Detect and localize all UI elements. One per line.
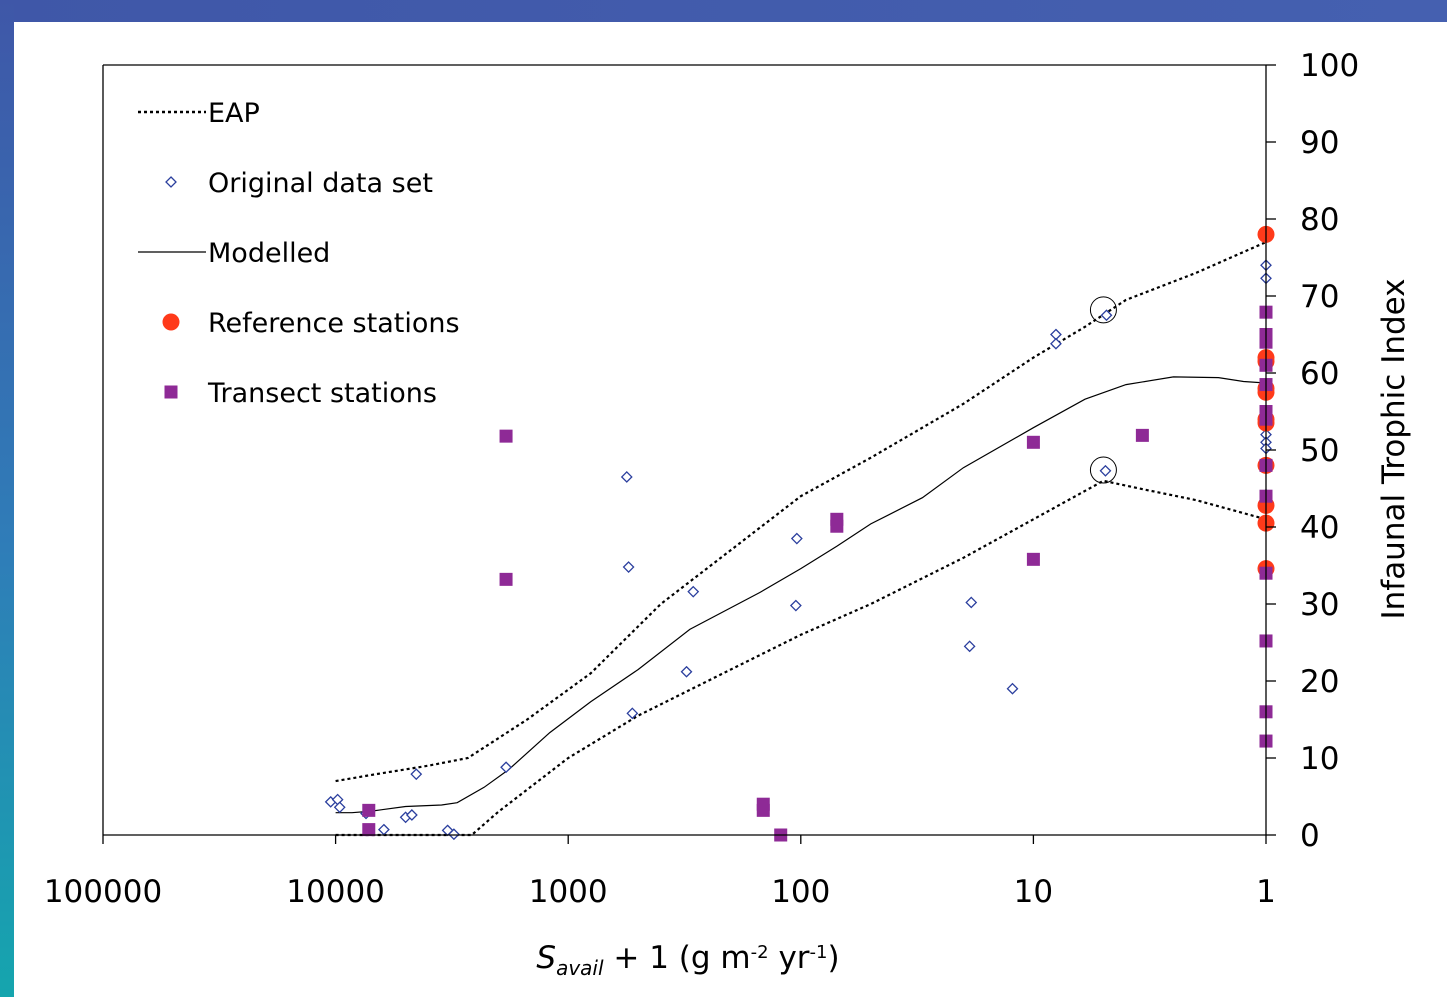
original-data-point <box>1100 309 1113 322</box>
original-data-point <box>680 665 693 678</box>
highlight-circle <box>1089 456 1117 484</box>
original-data-point <box>622 561 635 573</box>
x-axis-title-part: avail <box>556 956 604 980</box>
transect-station-point <box>362 803 376 817</box>
eap-line <box>335 241 1267 783</box>
original-data-point <box>405 809 418 821</box>
original-data-point <box>1099 464 1112 477</box>
legend: EAP Original data set Modelled Reference st… <box>138 98 460 409</box>
legend-diamond-swatch <box>165 176 177 188</box>
x-tick-label: 10000 <box>286 874 385 910</box>
original-data-point <box>687 585 700 598</box>
legend-square-swatch <box>164 385 178 399</box>
transect-station-point <box>1135 428 1149 442</box>
x-tick-label: 100000 <box>44 874 162 910</box>
y-tick-label: 20 <box>1300 664 1339 700</box>
x-tick-label: 1 <box>1256 874 1276 910</box>
transect-station-point <box>1026 435 1040 449</box>
transect-station-point <box>830 519 844 533</box>
original-data-point <box>620 471 633 483</box>
original-data-point <box>626 707 639 720</box>
y-tick-label: 80 <box>1300 202 1339 238</box>
eap-line <box>335 479 1267 837</box>
original-data-point <box>1050 337 1062 350</box>
y-tick-label: 90 <box>1300 125 1339 161</box>
legend-label: Modelled <box>208 238 330 269</box>
legend-label: Reference stations <box>208 308 460 339</box>
modelled-line <box>335 376 1267 814</box>
x-axis-title: Savail + 1 (g m-2 yr-1) <box>536 940 839 980</box>
x-axis-title-part: + 1 (g m <box>604 940 751 976</box>
original-data-point <box>790 532 803 545</box>
original-data-point <box>333 801 346 814</box>
legend-label: Original data set <box>208 168 433 199</box>
x-axis-title-part: S <box>536 940 556 976</box>
legend-circle-swatch <box>162 313 180 331</box>
original-data-point <box>1006 682 1019 695</box>
y-tick-label: 30 <box>1300 587 1339 623</box>
y-tick-label: 40 <box>1300 510 1339 546</box>
legend-label: Transect stations <box>207 378 437 409</box>
y-tick-label: 10 <box>1300 741 1339 777</box>
x-axis-title-part: ) <box>828 940 840 976</box>
x-axis-title-part: -2 <box>751 942 769 963</box>
transect-station-point <box>362 823 376 837</box>
original-data-point <box>410 768 423 781</box>
transect-station-point <box>1026 552 1040 566</box>
original-data-point <box>447 828 460 841</box>
x-axis-title-part: yr <box>769 940 810 976</box>
y-tick-label: 100 <box>1300 48 1359 84</box>
x-axis-title-part: -1 <box>810 942 828 963</box>
highlight-circle <box>1089 296 1117 324</box>
x-tick-label: 100 <box>771 874 830 910</box>
original-data-point <box>965 596 978 609</box>
transect-station-point <box>499 572 513 586</box>
slide-frame-left <box>0 0 14 997</box>
y-tick-label: 50 <box>1300 433 1339 469</box>
transect-station-point <box>499 429 513 443</box>
axes: 100000 10000 1000 100 10 10 10 20 30 40 50 60 70 80 90… <box>44 48 1359 910</box>
original-data-point <box>789 599 802 612</box>
y-tick-label: 60 <box>1300 356 1339 392</box>
y-axis-title: Infaunal Trophic Index <box>1376 278 1412 619</box>
axis-titles: Savail + 1 (g m-2 yr-1) Infaunal Trophic … <box>536 278 1412 980</box>
transect-station-point <box>756 803 770 817</box>
slide-frame-top <box>0 0 1447 22</box>
y-tick-label: 70 <box>1300 279 1339 315</box>
y-tick-label: 0 <box>1300 818 1320 854</box>
x-tick-label: 10 <box>1014 874 1053 910</box>
original-data-point <box>377 823 390 836</box>
plot-area <box>324 225 1275 842</box>
original-data-point <box>963 640 976 653</box>
original-data-point <box>500 761 512 774</box>
legend-label: EAP <box>208 98 260 129</box>
x-tick-label: 1000 <box>529 874 608 910</box>
